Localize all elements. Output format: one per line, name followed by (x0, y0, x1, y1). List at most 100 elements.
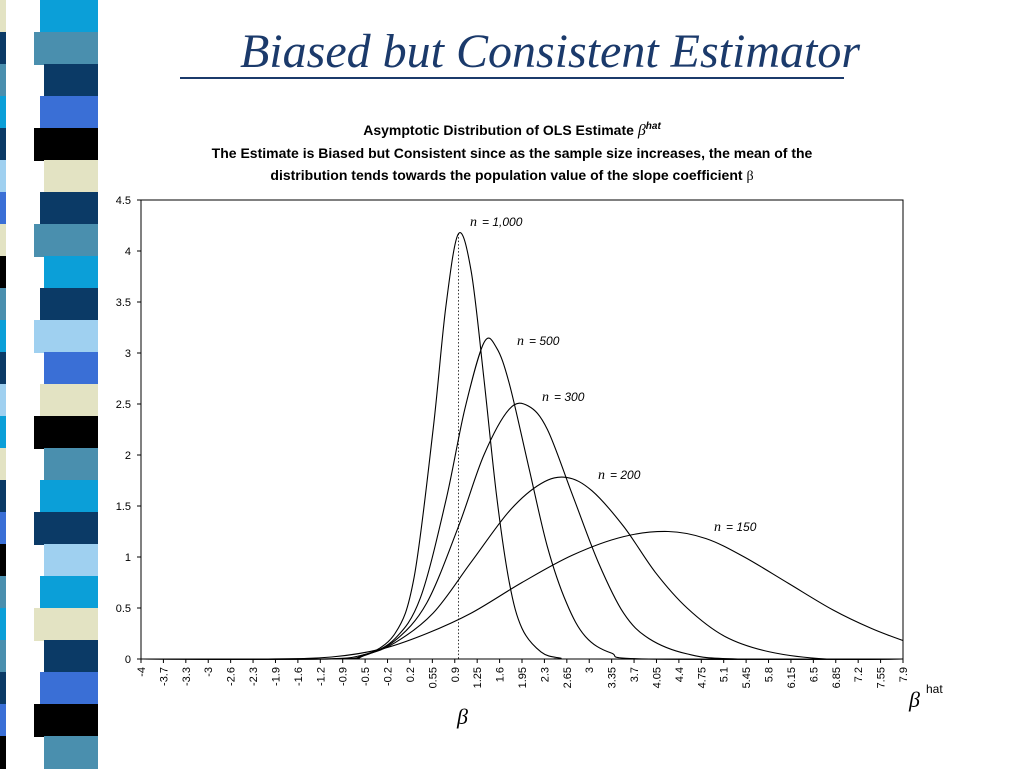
x-tick-label: 6.85 (831, 667, 843, 688)
y-tick-label: 0.5 (116, 603, 131, 615)
y-tick-label: 1.5 (116, 501, 131, 513)
chart-subtitle-line3: distribution tends towards the populatio… (100, 164, 924, 188)
strip-sliver (0, 288, 6, 321)
x-axis-beta-sup: hat (926, 682, 943, 696)
curve-label-value: = 150 (726, 520, 757, 534)
x-tick-label: -3 (203, 667, 215, 677)
strip-sliver (0, 480, 6, 513)
x-tick-label: 1.95 (517, 667, 529, 688)
x-tick-label: 0.55 (427, 667, 439, 688)
y-tick-label: 2.5 (116, 399, 131, 411)
chart-subtitle-line2: The Estimate is Biased but Consistent si… (211, 145, 813, 161)
curve-label: n = 1,000 (470, 215, 523, 230)
x-tick-label: 4.75 (696, 667, 708, 688)
x-tick-label: -2.3 (248, 667, 260, 686)
strip-segment (34, 320, 98, 353)
x-tick-label: 3 (584, 667, 596, 673)
x-tick-label: 7.2 (853, 667, 865, 682)
y-tick-label: 3 (125, 348, 131, 360)
strip-segment (40, 288, 98, 321)
strip-segment (44, 640, 98, 673)
x-tick-label: -4 (136, 667, 148, 677)
y-tick-label: 0 (125, 654, 131, 666)
x-tick-label: -3.7 (158, 667, 170, 686)
strip-segment (34, 224, 98, 257)
strip-sliver (0, 384, 6, 417)
strip-sliver (0, 704, 6, 737)
curve-label-value: = 300 (554, 390, 585, 404)
strip-segment (44, 160, 98, 193)
strip-segment (40, 0, 98, 33)
strip-segment (40, 576, 98, 609)
beta-reference-label: β (456, 704, 468, 729)
plot-frame (140, 199, 904, 660)
decorative-left-strip (0, 0, 118, 769)
strip-sliver (0, 512, 6, 545)
strip-sliver (0, 544, 6, 577)
strip-sliver (0, 736, 6, 769)
strip-sliver (0, 0, 6, 33)
curve-label-n: n (470, 215, 477, 230)
x-tick-label: -0.2 (383, 667, 395, 686)
strip-sliver (0, 672, 6, 705)
chart-subtitle-beta: β (746, 169, 754, 184)
curve-label-value: = 1,000 (482, 215, 523, 229)
strip-segment (44, 352, 98, 385)
x-tick-label: 1.6 (495, 667, 507, 682)
chart-title: Asymptotic Distribution of OLS Estimate … (100, 116, 924, 188)
strip-segment (44, 736, 98, 769)
x-tick-label: -0.5 (360, 667, 372, 686)
slide-title: Biased but Consistent Estimator (239, 25, 860, 78)
strip-segment (40, 384, 98, 417)
x-tick-label: 6.5 (808, 667, 820, 682)
strip-segment (40, 96, 98, 129)
strip-sliver (0, 192, 6, 225)
curve-label-n: n (714, 520, 721, 535)
strip-segment (34, 416, 98, 449)
strip-segment (34, 32, 98, 65)
x-tick-label: 1.25 (472, 667, 484, 688)
x-tick-label: 3.7 (629, 667, 641, 682)
strip-segment (44, 544, 98, 577)
x-tick-label: 6.15 (786, 667, 798, 688)
y-tick-label: 1 (125, 552, 131, 564)
x-tick-label: 7.9 (898, 667, 910, 682)
chart-subtitle-line3-text: distribution tends towards the populatio… (270, 167, 743, 183)
title-underline (180, 77, 844, 79)
strip-segment (44, 448, 98, 481)
curve-label-value: = 500 (529, 334, 560, 348)
x-tick-label: -1.9 (270, 667, 282, 686)
strip-sliver (0, 128, 6, 161)
strip-sliver (0, 448, 6, 481)
strip-sliver (0, 416, 6, 449)
x-tick-label: 5.45 (741, 667, 753, 688)
y-tick-label: 4.5 (116, 195, 131, 207)
x-tick-label: 2.65 (562, 667, 574, 688)
curve-n-150 (140, 530, 904, 660)
strip-segment (34, 128, 98, 161)
strip-segment (34, 704, 98, 737)
curve-label-n: n (517, 334, 524, 349)
x-tick-label: -3.3 (181, 667, 193, 686)
strip-sliver (0, 576, 6, 609)
x-tick-label: 3.35 (607, 667, 619, 688)
x-tick-label: 7.55 (876, 667, 888, 688)
strip-sliver (0, 640, 6, 673)
curve-label: n = 500 (517, 334, 560, 349)
strip-segment (34, 512, 98, 545)
strip-segment (40, 672, 98, 705)
curve-label-value: = 200 (610, 468, 641, 482)
strip-segment (44, 64, 98, 97)
curve-label-n: n (542, 390, 549, 405)
strip-sliver (0, 32, 6, 65)
strip-sliver (0, 64, 6, 97)
chart-title-beta: β (637, 122, 646, 139)
strip-sliver (0, 256, 6, 289)
x-tick-label: -0.9 (338, 667, 350, 686)
y-tick-label: 4 (125, 246, 131, 258)
x-tick-label: -1.2 (315, 667, 327, 686)
curve-n-200 (140, 476, 904, 661)
curve-n-1-000 (140, 232, 904, 660)
strip-segment (44, 256, 98, 289)
